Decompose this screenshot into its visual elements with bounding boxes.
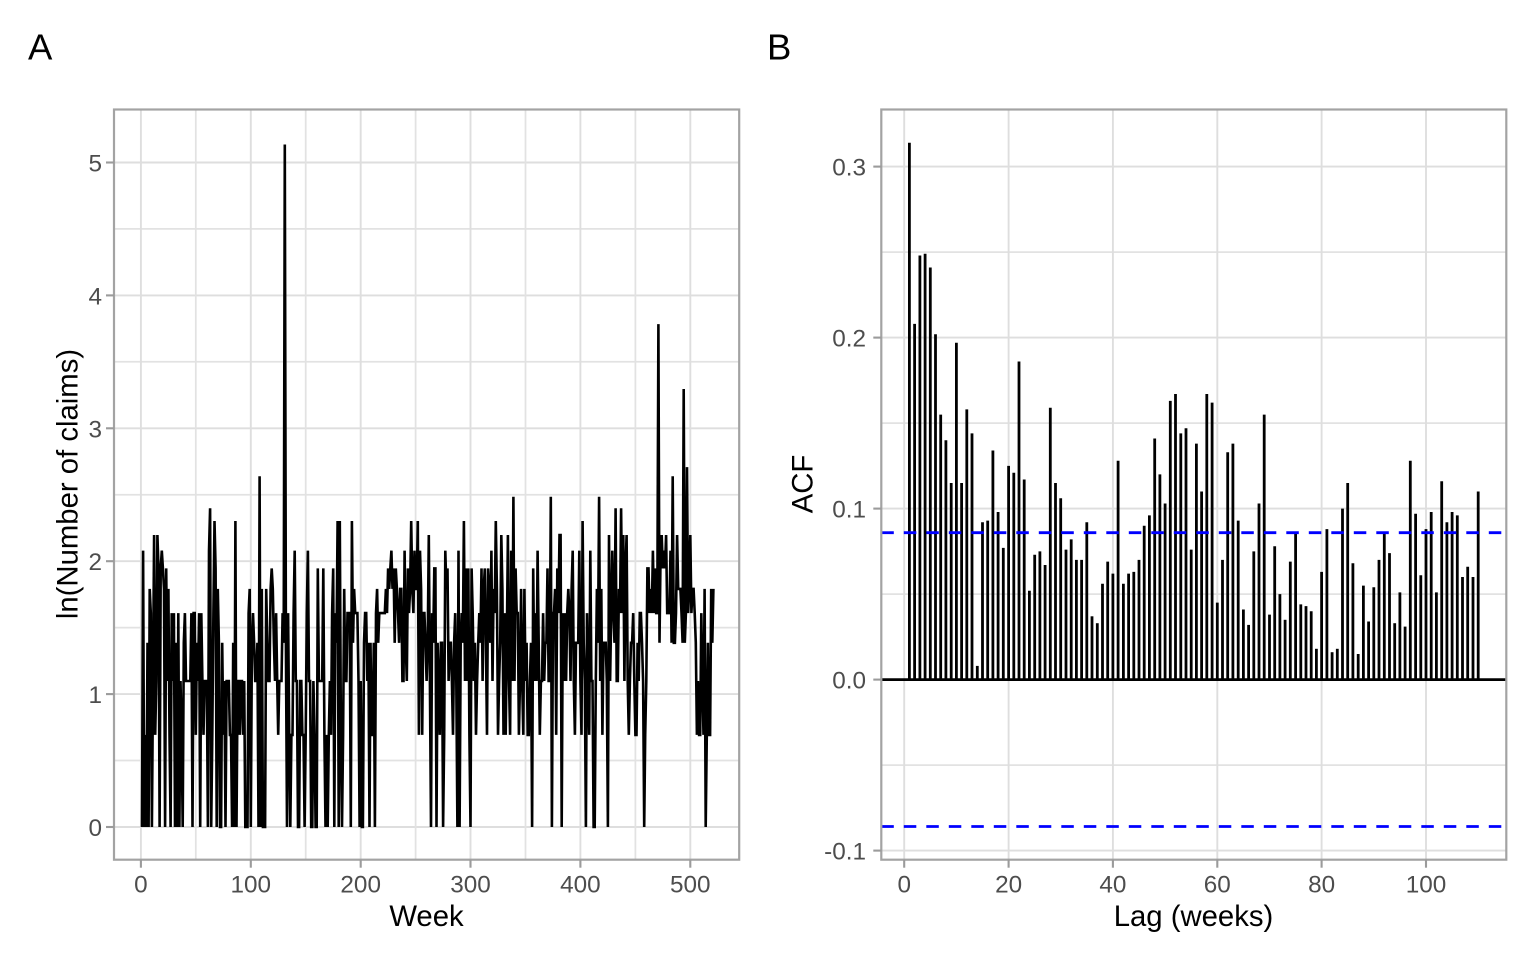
svg-text:400: 400 <box>560 872 601 899</box>
svg-text:200: 200 <box>340 872 381 899</box>
svg-text:-0.1: -0.1 <box>824 839 866 866</box>
svg-text:0: 0 <box>134 872 148 899</box>
svg-text:0.0: 0.0 <box>832 668 866 695</box>
svg-text:Lag (weeks): Lag (weeks) <box>1114 900 1274 933</box>
svg-text:300: 300 <box>450 872 491 899</box>
svg-text:100: 100 <box>231 872 272 899</box>
svg-text:40: 40 <box>1099 872 1126 899</box>
svg-text:0.1: 0.1 <box>832 497 866 524</box>
svg-text:80: 80 <box>1308 872 1335 899</box>
svg-text:100: 100 <box>1406 872 1447 899</box>
svg-text:A: A <box>28 27 53 68</box>
svg-text:500: 500 <box>670 872 711 899</box>
svg-text:B: B <box>767 27 791 68</box>
svg-text:0.2: 0.2 <box>832 326 866 353</box>
svg-text:0: 0 <box>88 815 102 842</box>
svg-text:ln(Number of claims): ln(Number of claims) <box>52 349 85 619</box>
svg-text:4: 4 <box>88 283 102 310</box>
svg-text:5: 5 <box>88 151 102 178</box>
svg-text:1: 1 <box>88 682 102 709</box>
svg-text:0: 0 <box>897 872 911 899</box>
svg-text:60: 60 <box>1204 872 1231 899</box>
svg-text:3: 3 <box>88 416 102 443</box>
svg-text:Week: Week <box>389 900 464 933</box>
svg-text:ACF: ACF <box>787 455 820 514</box>
svg-text:20: 20 <box>995 872 1022 899</box>
svg-text:0.3: 0.3 <box>832 155 866 182</box>
svg-text:2: 2 <box>88 549 102 576</box>
